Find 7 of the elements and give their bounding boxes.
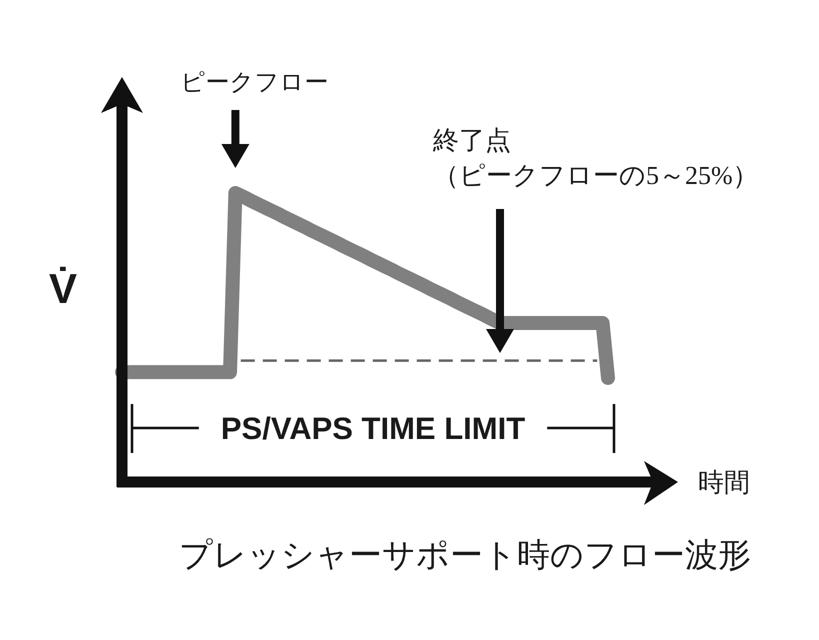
x-axis-title: 時間 (698, 468, 750, 497)
text: ピークフロー (180, 70, 328, 96)
annotation: PS/VAPS TIME LIMIT (220, 411, 526, 446)
text: 終了点 (432, 126, 511, 156)
text: プレッシャーサポート時のフロー波形 (179, 536, 751, 573)
text: （ピークフローの5～25%） (433, 161, 759, 190)
y-axis-title: V̇ (48, 265, 78, 312)
